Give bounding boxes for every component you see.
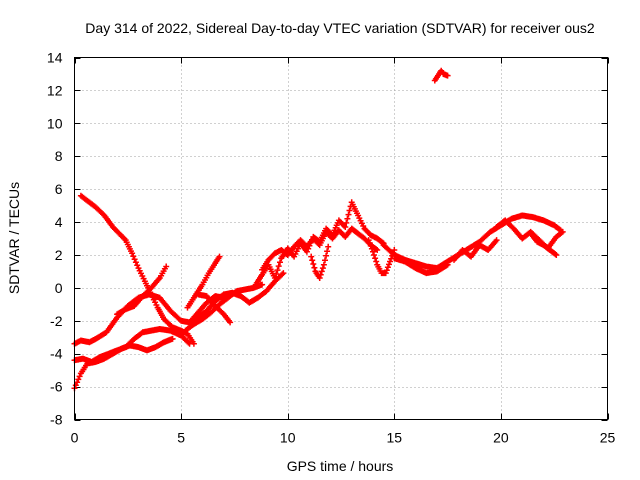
y-tick-label: 2 — [55, 247, 63, 263]
y-tick-label: -8 — [50, 412, 63, 428]
series-markers — [77, 192, 197, 347]
series-track-5 — [114, 263, 170, 318]
x-tick-label: 25 — [600, 430, 616, 446]
series-markers — [114, 263, 170, 318]
axis-ticks — [74, 57, 609, 421]
y-tick-label: 6 — [55, 181, 63, 197]
y-axis-label: SDTVAR / TECUs — [6, 182, 22, 294]
series-markers — [184, 253, 223, 311]
y-tick-label: 0 — [55, 280, 63, 296]
series-markers — [451, 237, 500, 263]
x-axis-label: GPS time / hours — [287, 458, 394, 474]
y-tick-label: -6 — [50, 379, 63, 395]
y-tick-label: -4 — [50, 346, 63, 362]
chart-title: Day 314 of 2022, Sidereal Day-to-day VTE… — [85, 20, 595, 36]
series-markers — [195, 291, 234, 326]
series-track-11 — [259, 225, 381, 273]
series-track-9 — [195, 291, 234, 326]
series-markers — [182, 281, 266, 334]
plot-frame — [74, 57, 608, 420]
series-markers — [431, 67, 451, 84]
series-track-8 — [184, 253, 223, 311]
series-track-18 — [527, 230, 560, 258]
series-track-7 — [182, 281, 266, 334]
y-tick-label: 14 — [47, 50, 63, 66]
x-tick-label: 20 — [493, 430, 509, 446]
axis-tick-labels: 0 5 10 15 20 25 -8 -6 -4 -2 0 2 4 6 8 10 12 14 — [47, 50, 616, 446]
x-tick-label: 5 — [177, 430, 185, 446]
series-track-12 — [308, 243, 332, 281]
data-series — [71, 67, 566, 392]
x-tick-label: 15 — [387, 430, 403, 446]
x-tick-label: 0 — [71, 430, 79, 446]
y-tick-label: 10 — [47, 115, 63, 131]
series-markers — [391, 255, 451, 277]
y-tick-label: 4 — [55, 214, 63, 230]
series-markers — [308, 243, 332, 281]
series-track-16 — [451, 237, 500, 263]
grid — [74, 57, 608, 420]
y-tick-label: 8 — [55, 148, 63, 164]
y-tick-label: -2 — [50, 313, 63, 329]
series-track-19 — [431, 67, 451, 84]
y-tick-label: 12 — [47, 82, 63, 98]
series-track-1 — [77, 192, 197, 347]
x-tick-label: 10 — [280, 430, 296, 446]
series-track-15 — [391, 255, 451, 277]
series-markers — [527, 230, 560, 258]
series-markers — [259, 225, 381, 273]
